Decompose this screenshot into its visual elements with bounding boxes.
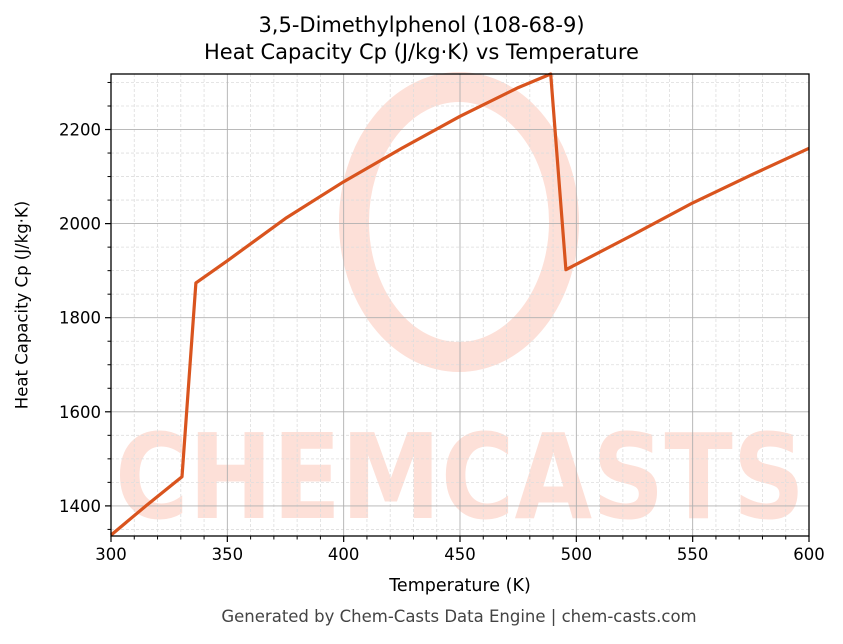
svg-text:350: 350 bbox=[212, 545, 244, 564]
svg-text:600: 600 bbox=[793, 545, 825, 564]
svg-text:1600: 1600 bbox=[59, 403, 101, 422]
svg-text:1800: 1800 bbox=[59, 309, 101, 328]
svg-text:500: 500 bbox=[561, 545, 593, 564]
axis-ticks bbox=[105, 81, 810, 542]
svg-text:1400: 1400 bbox=[59, 497, 101, 516]
y-axis-label: Heat Capacity Cp (J/kg·K) bbox=[12, 200, 32, 410]
svg-text:450: 450 bbox=[444, 545, 476, 564]
chart-title-line2: Heat Capacity Cp (J/kg·K) vs Temperature bbox=[204, 40, 639, 64]
chart-title-line1: 3,5-Dimethylphenol (108-68-9) bbox=[258, 13, 585, 37]
svg-text:2000: 2000 bbox=[59, 215, 101, 234]
svg-text:400: 400 bbox=[328, 545, 360, 564]
axis-tick-labels: 300 350 400 450 500 550 600 1400 1600 1800 2000 220… bbox=[59, 121, 825, 564]
svg-text:300: 300 bbox=[95, 545, 127, 564]
heat-capacity-line bbox=[109, 72, 810, 537]
svg-text:550: 550 bbox=[677, 545, 709, 564]
footer-credit: Generated by Chem-Casts Data Engine | ch… bbox=[221, 607, 697, 626]
svg-text:2200: 2200 bbox=[59, 121, 101, 140]
x-axis-label: Temperature (K) bbox=[389, 576, 531, 596]
